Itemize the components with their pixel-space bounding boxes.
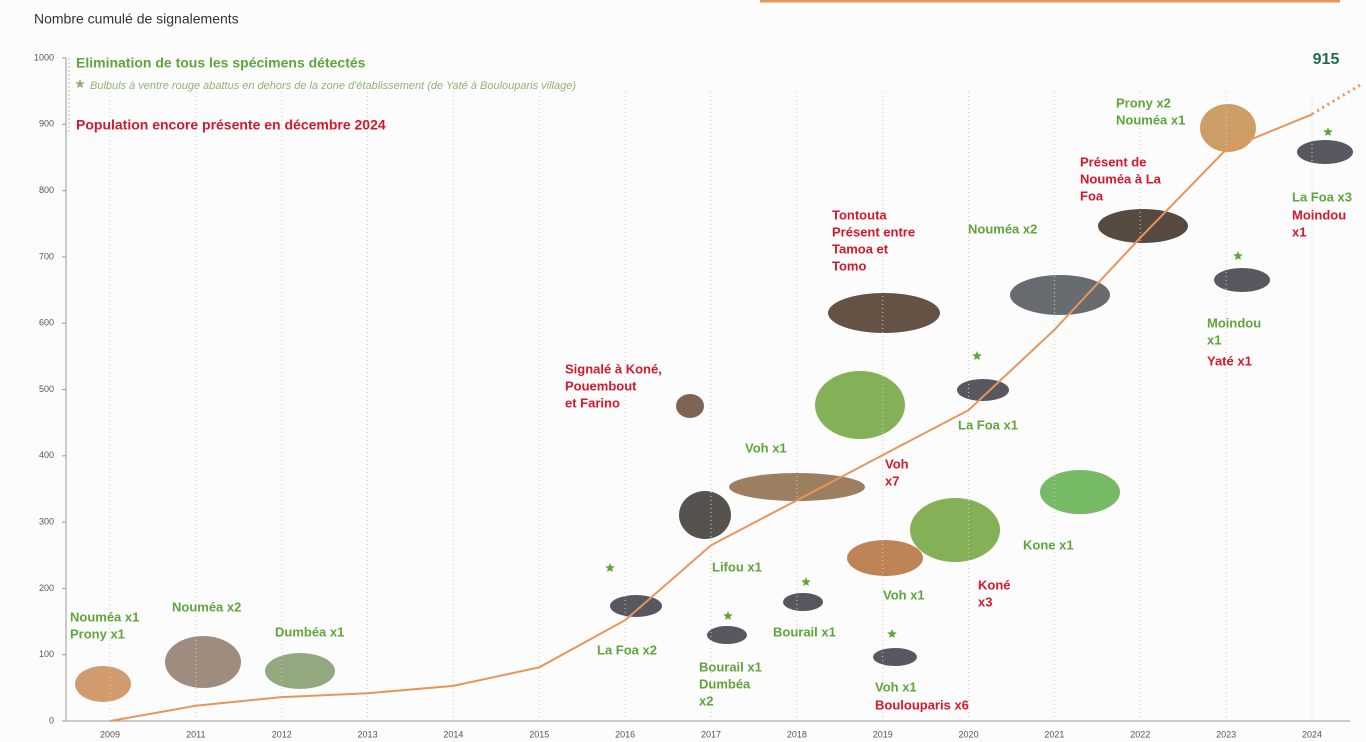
y-tick-label: 700 <box>39 251 54 261</box>
annotation: x1 <box>1292 224 1306 239</box>
y-axis-title: Nombre cumulé de signalements <box>34 11 239 27</box>
annotation: Tamoa et <box>832 241 889 256</box>
y-tick-label: 900 <box>39 119 54 129</box>
annotation: Voh x1 <box>875 679 917 694</box>
annotation: Prony x2 <box>1116 95 1171 110</box>
annotation: Moindou <box>1292 207 1346 222</box>
x-tick-label: 2012 <box>272 729 292 739</box>
annotation: Présent entre <box>832 224 915 239</box>
x-tick-label: 2024 <box>1302 729 1322 739</box>
x-tick-label: 2013 <box>358 729 378 739</box>
x-tick-label: 2022 <box>1130 729 1150 739</box>
annotation: x7 <box>885 473 899 488</box>
y-tick-label: 0 <box>49 715 54 725</box>
annotation: Pouembout <box>565 378 637 393</box>
y-tick-label: 300 <box>39 516 54 526</box>
annotation: La Foa x3 <box>1292 189 1352 204</box>
annotation: et Farino <box>565 395 620 410</box>
y-tick-label: 500 <box>39 384 54 394</box>
x-tick-label: 2019 <box>873 729 893 739</box>
x-tick-label: 2020 <box>959 729 979 739</box>
annotation: Tontouta <box>832 207 887 222</box>
legend-text: Elimination de tous les spécimens détect… <box>76 55 366 71</box>
annotation: Nouméa x2 <box>172 599 241 614</box>
y-tick-label: 600 <box>39 318 54 328</box>
annotation: Dumbéa <box>699 676 751 691</box>
annotation: Boulouparis x6 <box>875 697 969 712</box>
annotation: Nouméa à La <box>1080 171 1162 186</box>
annotation: Bourail x1 <box>773 624 836 639</box>
annotation: Voh <box>885 456 909 471</box>
x-tick-label: 2009 <box>100 729 120 739</box>
annotation: x3 <box>978 594 992 609</box>
y-tick-label: 800 <box>39 185 54 195</box>
y-tick-label: 100 <box>39 649 54 659</box>
annotation: Dumbéa x1 <box>275 624 344 639</box>
end-label: 915 <box>1313 51 1340 68</box>
annotation: Koné <box>978 577 1011 592</box>
x-tick-label: 2014 <box>443 729 463 739</box>
x-tick-label: 2011 <box>186 729 205 739</box>
background <box>0 0 1366 742</box>
annotation: Nouméa x2 <box>968 221 1037 236</box>
annotation: Foa <box>1080 188 1104 203</box>
annotation: Nouméa x1 <box>1116 112 1185 127</box>
annotation: x1 <box>1207 332 1221 347</box>
legend-text: Bulbuls à ventre rouge abattus en dehors… <box>90 80 576 92</box>
annotation: Lifou x1 <box>712 559 762 574</box>
chart: Nombre cumulé de signalements 0 100 200 300… <box>0 0 1366 742</box>
annotation: Yaté x1 <box>1207 353 1252 368</box>
annotation: x2 <box>699 693 713 708</box>
annotation: Nouméa x1 <box>70 609 139 624</box>
annotation: Moindou <box>1207 315 1261 330</box>
page: Nombre cumulé de signalements 0 100 200 300… <box>0 0 1366 742</box>
annotation: Tomo <box>832 258 866 273</box>
y-tick-label: 400 <box>39 450 54 460</box>
annotation: Voh x1 <box>883 587 925 602</box>
x-tick-label: 2015 <box>529 729 549 739</box>
annotation: Signalé à Koné, <box>565 361 662 376</box>
x-tick-label: 2018 <box>787 729 807 739</box>
annotation: Voh x1 <box>745 440 787 455</box>
x-tick-label: 2016 <box>615 729 635 739</box>
y-tick-label: 1000 <box>34 52 54 62</box>
x-tick-label: 2021 <box>1044 729 1064 739</box>
annotation: Kone x1 <box>1023 537 1074 552</box>
x-tick-label: 2017 <box>701 729 721 739</box>
annotation: Présent de <box>1080 154 1146 169</box>
annotation: Bourail x1 <box>699 659 762 674</box>
x-tick-label: 2023 <box>1216 729 1236 739</box>
annotation: La Foa x1 <box>958 417 1018 432</box>
legend-text: Population encore présente en décembre 2… <box>76 117 386 133</box>
annotation: Prony x1 <box>70 626 125 641</box>
annotation: La Foa x2 <box>597 642 657 657</box>
y-tick-label: 200 <box>39 583 54 593</box>
